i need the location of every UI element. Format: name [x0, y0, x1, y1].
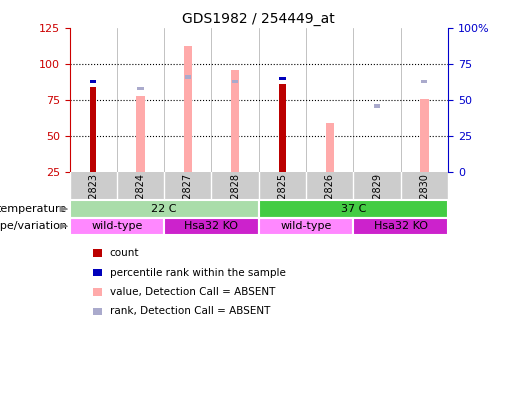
Bar [259, 218, 353, 235]
Text: GSM92830: GSM92830 [419, 173, 430, 226]
Text: value, Detection Call = ABSENT: value, Detection Call = ABSENT [110, 287, 275, 297]
Text: GSM92826: GSM92826 [325, 173, 335, 226]
Bar [420, 99, 428, 172]
Bar [353, 218, 448, 235]
Text: Hsa32 KO: Hsa32 KO [184, 221, 238, 231]
Bar [90, 87, 96, 172]
Text: GSM92829: GSM92829 [372, 173, 382, 226]
Text: rank, Detection Call = ABSENT: rank, Detection Call = ABSENT [110, 307, 270, 316]
Bar [421, 80, 427, 83]
Text: percentile rank within the sample: percentile rank within the sample [110, 268, 286, 277]
Text: 22 C: 22 C [151, 204, 177, 214]
Bar [185, 75, 191, 79]
Bar [374, 104, 380, 108]
Text: GSM92828: GSM92828 [230, 173, 240, 226]
Bar [325, 123, 334, 172]
Text: GSM92824: GSM92824 [135, 173, 146, 226]
Bar [232, 80, 238, 83]
Bar [164, 218, 259, 235]
Text: GSM92825: GSM92825 [278, 173, 287, 226]
Bar [70, 200, 259, 218]
Bar [183, 46, 192, 172]
Bar [90, 80, 96, 83]
Text: wild-type: wild-type [280, 221, 332, 231]
Bar [136, 96, 145, 172]
Text: Hsa32 KO: Hsa32 KO [374, 221, 428, 231]
Text: GSM92823: GSM92823 [88, 173, 98, 226]
Text: genotype/variation: genotype/variation [0, 221, 67, 231]
Bar [70, 218, 164, 235]
Text: wild-type: wild-type [91, 221, 143, 231]
Bar [231, 70, 239, 172]
Text: count: count [110, 248, 139, 258]
Bar [279, 77, 285, 80]
Text: GSM92827: GSM92827 [183, 173, 193, 226]
Bar [279, 84, 285, 172]
Bar [259, 200, 448, 218]
Title: GDS1982 / 254449_at: GDS1982 / 254449_at [182, 12, 335, 26]
Text: 37 C: 37 C [341, 204, 366, 214]
Bar [138, 87, 144, 90]
Text: temperature: temperature [0, 204, 67, 214]
